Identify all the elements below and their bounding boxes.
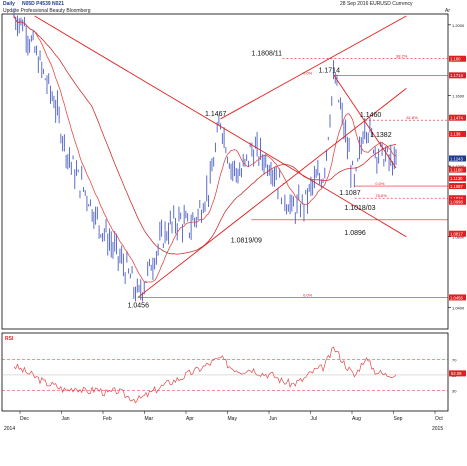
- price-tag-label: 1.1018: [450, 196, 463, 201]
- x-axis-month-label: Apr: [186, 416, 194, 422]
- fib-level-label: 61.8%: [406, 115, 418, 120]
- fib-level-label: 78.6%: [375, 193, 387, 198]
- x-axis-month-label: Jan: [62, 416, 70, 422]
- x-axis-month-label: Dec: [20, 416, 29, 422]
- falling-resistance-trendline: [34, 15, 407, 238]
- price-tag-label: 1.1130: [450, 176, 463, 181]
- axis-corner-label: Ar: [445, 8, 450, 14]
- x-axis-month-label: Jul: [311, 416, 317, 422]
- price-tag-label: 1.0998: [450, 200, 463, 205]
- price-tag-label: 1.0456: [450, 295, 463, 300]
- price-tag: [449, 55, 466, 62]
- fib-level-label: 0.0%: [303, 292, 313, 297]
- price-tag: [449, 175, 466, 182]
- rsi-value-tag-label: 52.09: [451, 371, 462, 376]
- rsi-line: [13, 346, 397, 404]
- price-annotation-label: 1.1467: [205, 111, 227, 118]
- series-code: Daily: [3, 1, 15, 7]
- rsi-title: RSI: [5, 336, 14, 342]
- price-layer: [13, 8, 397, 302]
- lower-channel-trendline: [137, 88, 407, 298]
- x-axis-month-label: Aug: [352, 416, 361, 422]
- x-axis-month-label: Feb: [103, 416, 112, 422]
- aug-high-trendline: [333, 75, 397, 169]
- price-tag-label: 1.180: [450, 57, 461, 62]
- price-tag: [449, 166, 466, 173]
- price-tag: [449, 130, 466, 137]
- x-axis-year-end: 2015: [432, 426, 443, 432]
- price-tag: [449, 195, 466, 202]
- price-tag-label: 1.138: [450, 132, 461, 137]
- y-axis-tick-label: 1.0400: [452, 305, 465, 310]
- chart-subtitle: Update Professional Beauty Bloomberg: [3, 8, 91, 14]
- label-layer: 1.1808/11 1.1714 1.1467 1.1460 1.1382 1.1087 1…: [128, 51, 419, 310]
- price-tag-label: 1.1180: [450, 167, 463, 172]
- price-annotation-label: 1.0456: [128, 302, 150, 309]
- rsi-value-tag: [449, 370, 466, 377]
- price-annotation-label: 1.1714: [319, 67, 341, 74]
- price-annotation-label: 1.1808/11: [251, 51, 282, 58]
- y-axis-tick-label: 1.1600: [452, 93, 465, 98]
- y-axis-tick-label: 1.0800: [452, 235, 465, 240]
- fib-level-label: 0.0%: [303, 70, 313, 75]
- short-moving-average-line: [13, 16, 397, 284]
- price-tag: [449, 230, 466, 237]
- axis-layer: 1.2000 1.1600 1.1200 1.0800 1.0400 1.180 1.171…: [4, 23, 466, 432]
- x-axis-month-label: Sep: [394, 416, 403, 422]
- rsi-tick-label: 30: [452, 388, 457, 393]
- fib-level-label: 0.0%: [375, 181, 385, 186]
- y-axis-tick-label: 1.1200: [452, 164, 465, 169]
- price-tag-label: 1.1474: [450, 116, 463, 121]
- price-annotation-label: 1.1382: [370, 132, 392, 139]
- chart-date: 28 Sep 2016 EURUSD Currency: [340, 1, 413, 7]
- main-panel: [1, 13, 449, 330]
- price-tag-label: 1.0817: [450, 232, 463, 237]
- price-annotation-label: 1.1460: [360, 112, 382, 119]
- price-tag: [449, 294, 466, 301]
- price-annotation-label: 1.1018/03: [344, 205, 375, 212]
- y-axis-tick-label: 1.2000: [452, 23, 465, 28]
- x-axis-month-label: Oct: [435, 416, 443, 422]
- overlay-layer: [13, 15, 448, 298]
- price-annotation-label: 1.1087: [339, 190, 361, 197]
- price-annotation-label: 1.0896: [344, 230, 366, 237]
- x-axis-month-label: May: [228, 416, 238, 422]
- upper-channel-trendline: [220, 15, 407, 120]
- x-axis-year-start: 2014: [4, 426, 15, 432]
- price-tag: [449, 114, 466, 121]
- long-moving-average-line: [13, 16, 397, 255]
- price-tag: [449, 155, 466, 162]
- price-tag-label: 1.1714: [450, 73, 463, 78]
- x-axis-month-label: Jun: [269, 416, 277, 422]
- rsi-layer: RSI70503052.09: [2, 336, 466, 404]
- fib-level-label: 38.2%: [396, 54, 408, 59]
- price-tag: [449, 183, 466, 190]
- price-tag-label: 1.1087: [450, 184, 463, 189]
- price-tag: [449, 72, 466, 79]
- price-tag: [449, 198, 466, 205]
- price-tag-label: 1.1243: [450, 156, 463, 161]
- rsi-tick-label: 70: [452, 357, 457, 362]
- instrument-codes: N05D P4539 N021: [22, 1, 64, 7]
- price-annotation-label: 1.0819/09: [231, 237, 262, 244]
- rsi-panel: [1, 332, 449, 412]
- x-axis-month-label: Mar: [145, 416, 154, 422]
